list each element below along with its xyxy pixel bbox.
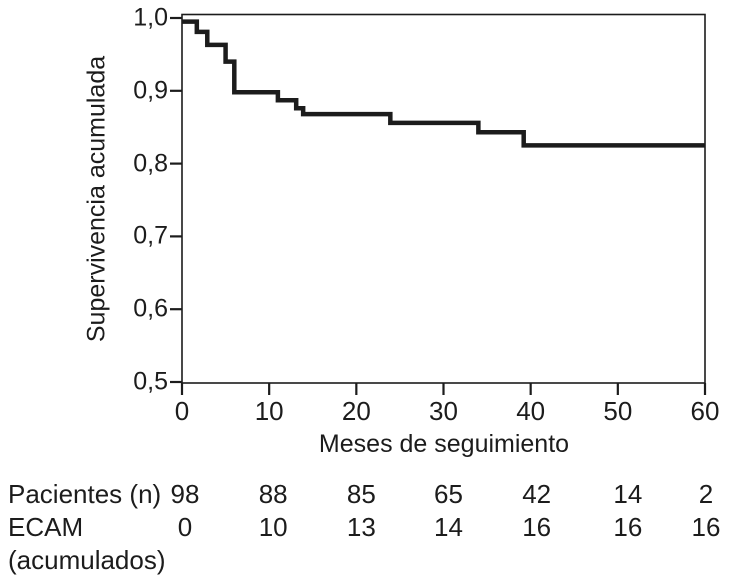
patients-at-risk-value: 65 xyxy=(434,479,463,509)
patients-at-risk-value: 2 xyxy=(698,479,714,509)
ecam-cumulative-value: 16 xyxy=(613,512,643,542)
patients-at-risk-value: 42 xyxy=(522,479,552,509)
x-tick-label: 20 xyxy=(341,396,371,426)
survival-curve xyxy=(182,19,705,148)
y-tick-label: 0,7 xyxy=(133,221,168,250)
patients-at-risk-value: 98 xyxy=(170,479,200,509)
x-tick-label: 50 xyxy=(603,396,633,426)
x-tick-label: 0 xyxy=(174,396,190,426)
risk-row-label-patients: Pacientes (n) xyxy=(8,479,162,509)
x-tick-label: 10 xyxy=(254,396,284,426)
x-tick-label: 60 xyxy=(690,396,720,426)
x-axis-title: Meses de seguimiento xyxy=(318,430,570,458)
y-tick-label: 0,6 xyxy=(133,294,168,323)
y-tick-label: 0,5 xyxy=(133,367,168,396)
risk-row-label-ecam-line2: (acumulados) xyxy=(8,545,166,575)
y-axis-title: Supervivencia acumulada xyxy=(82,55,111,343)
y-tick-label: 0,8 xyxy=(133,149,168,178)
ecam-cumulative-value: 13 xyxy=(346,512,376,542)
ecam-cumulative-value: 0 xyxy=(177,512,193,542)
patients-at-risk-value: 88 xyxy=(258,479,288,509)
y-tick-label: 0,9 xyxy=(133,76,168,105)
ecam-cumulative-value: 16 xyxy=(691,512,721,542)
x-tick-label: 40 xyxy=(516,396,546,426)
x-tick-label: 30 xyxy=(429,396,458,426)
patients-at-risk-value: 14 xyxy=(613,479,643,509)
patients-at-risk-value: 85 xyxy=(346,479,376,509)
plot-frame xyxy=(181,13,706,384)
ecam-cumulative-value: 14 xyxy=(434,512,463,542)
ecam-cumulative-value: 16 xyxy=(522,512,552,542)
ecam-cumulative-value: 10 xyxy=(258,512,288,542)
risk-row-label-ecam: ECAM xyxy=(8,512,84,542)
y-tick-label: 1,0 xyxy=(133,3,168,32)
